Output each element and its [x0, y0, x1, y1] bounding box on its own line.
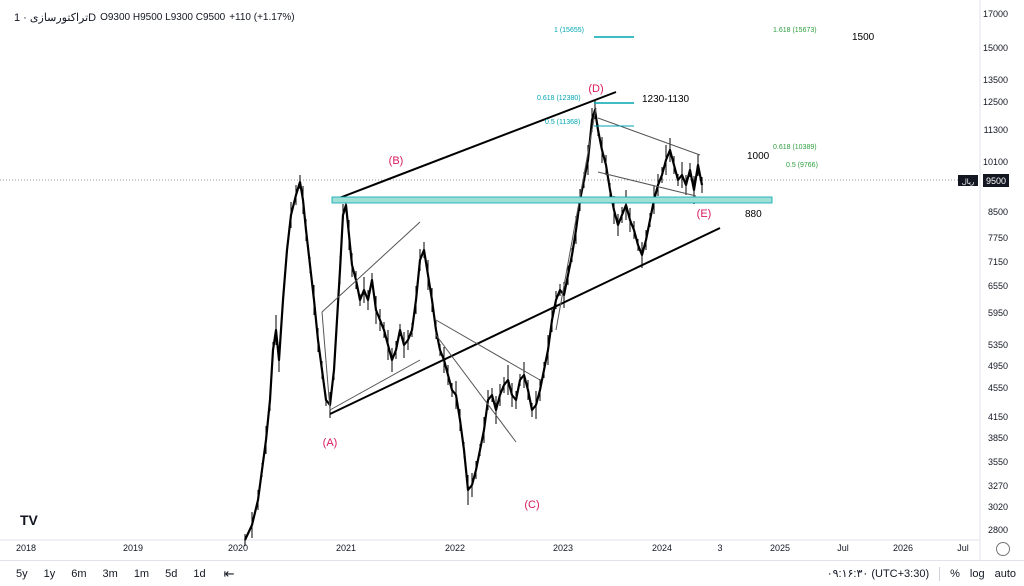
- bottom-toolbar: 5y 1y 6m 3m 1m 5d 1d ⇤ ۰۹:۱۶:۳۰ (UTC+3:3…: [0, 560, 1024, 586]
- price-tick-label: 5350: [988, 340, 1008, 350]
- level-label-1000: 1000: [747, 151, 770, 162]
- time-tick-label: 2023: [553, 543, 573, 553]
- timeframe-5d[interactable]: 5d: [165, 567, 178, 580]
- currency-badge: [958, 175, 978, 186]
- time-tick-label: 2021: [336, 543, 356, 553]
- price-tick-label: 7750: [988, 233, 1008, 243]
- price-tick-label: 10100: [983, 157, 1008, 167]
- current-price-badge: [983, 174, 1009, 187]
- channel-upper-line: [333, 91, 617, 201]
- time-tick-label: 2022: [445, 543, 465, 553]
- time-tick-label: 2026: [893, 543, 913, 553]
- wave-label: (C): [524, 499, 539, 511]
- triangle-line: [597, 117, 701, 156]
- auto-scale-button[interactable]: auto: [994, 567, 1016, 580]
- wave-label: (D): [588, 83, 603, 95]
- price-tick-label: 5950: [988, 308, 1008, 318]
- target-label-1500: 1500: [852, 32, 875, 43]
- price-tick-label: 2800: [988, 525, 1008, 535]
- fib-label-1: 1 (15655): [554, 27, 584, 34]
- tradingview-logo-icon[interactable]: TV: [20, 512, 38, 528]
- price-tick-label: 3850: [988, 433, 1008, 443]
- price-tick-label: 3550: [988, 457, 1008, 467]
- bottom-right-controls: ۰۹:۱۶:۳۰ (UTC+3:30) % log auto: [827, 561, 1016, 586]
- fib-label-05-r: 0.5 (9766): [786, 162, 818, 169]
- clock-display[interactable]: ۰۹:۱۶:۳۰ (UTC+3:30): [826, 568, 930, 580]
- ohlc-values: O9300 H9500 L9300 C9500: [100, 12, 226, 23]
- price-series-line: [244, 108, 704, 541]
- fib-label-05-d: 0.5 (11368): [545, 119, 580, 126]
- time-tick-label: 2025: [770, 543, 790, 553]
- support-zone: [331, 196, 773, 204]
- price-tick-label: 13500: [983, 75, 1008, 85]
- price-change: +110 (+1.17%): [229, 12, 295, 23]
- channel-lower-line: [329, 227, 721, 415]
- price-tick-label: 4550: [988, 383, 1008, 393]
- triangle-line: [329, 359, 421, 411]
- price-tick-label: 6550: [988, 281, 1008, 291]
- timeframe-6m[interactable]: 6m: [71, 567, 87, 580]
- log-scale-button[interactable]: log: [969, 567, 985, 580]
- price-tick-label: 3020: [988, 502, 1008, 512]
- price-tick-label: 7150: [988, 257, 1008, 267]
- price-chart[interactable]: 17000 15000 13500 12500 11300 10100 8500 7750 71…: [0, 0, 1024, 560]
- timeframe-3m[interactable]: 3m: [102, 567, 118, 580]
- wave-label: (E): [697, 208, 712, 220]
- price-tick-label: 17000: [983, 9, 1008, 19]
- triangle-line: [435, 334, 517, 443]
- fib-label-0618-d: 0.618 (12380): [537, 95, 581, 102]
- currency-label: ریال: [962, 178, 975, 186]
- time-tick-label: Jul: [837, 543, 849, 553]
- time-tick-label: 2020: [228, 543, 248, 553]
- price-tick-label: 3270: [988, 481, 1008, 491]
- price-tick-label: 11300: [984, 125, 1008, 135]
- price-tick-label: 8500: [988, 207, 1008, 217]
- time-tick-label: 2019: [123, 543, 143, 553]
- fib-label-1618: 1.618 (15673): [773, 27, 817, 34]
- zone-label-1230: 1230-1130: [642, 94, 690, 105]
- triangle-line: [321, 221, 421, 313]
- time-tick-label: 3: [717, 543, 722, 553]
- current-price-label: 9500: [986, 176, 1006, 186]
- level-label-880: 880: [745, 209, 762, 220]
- price-tick-label: 4150: [988, 412, 1008, 422]
- symbol-name[interactable]: تراکتورسازی · 1D: [14, 12, 97, 24]
- price-tick-label: 4950: [988, 361, 1008, 371]
- time-tick-label: 2018: [16, 543, 36, 553]
- timeframe-1y[interactable]: 1y: [43, 567, 56, 580]
- triangle-line: [597, 171, 697, 197]
- divider: [939, 566, 941, 581]
- scale-settings-icon[interactable]: [996, 542, 1010, 556]
- symbol-legend: تراکتورسازی · 1D O9300 H9500 L9300 C9500…: [14, 11, 295, 24]
- wave-label: (B): [389, 155, 404, 167]
- timeframe-1d[interactable]: 1d: [193, 567, 206, 580]
- fib-label-0618-r: 0.618 (10389): [773, 144, 817, 151]
- time-tick-label: 2024: [652, 543, 672, 553]
- wave-label: (A): [323, 437, 338, 449]
- price-tick-label: 12500: [983, 97, 1008, 107]
- date-range-icon[interactable]: ⇤: [223, 565, 235, 581]
- triangle-line: [555, 107, 597, 331]
- time-tick-label: Jul: [957, 543, 969, 553]
- price-tick-label: 15000: [983, 43, 1008, 53]
- triangle-line: [435, 319, 541, 381]
- triangle-line: [321, 311, 331, 411]
- percent-scale-button[interactable]: %: [950, 567, 960, 580]
- timeframe-1m[interactable]: 1m: [133, 567, 150, 580]
- timeframe-5y[interactable]: 5y: [16, 567, 28, 580]
